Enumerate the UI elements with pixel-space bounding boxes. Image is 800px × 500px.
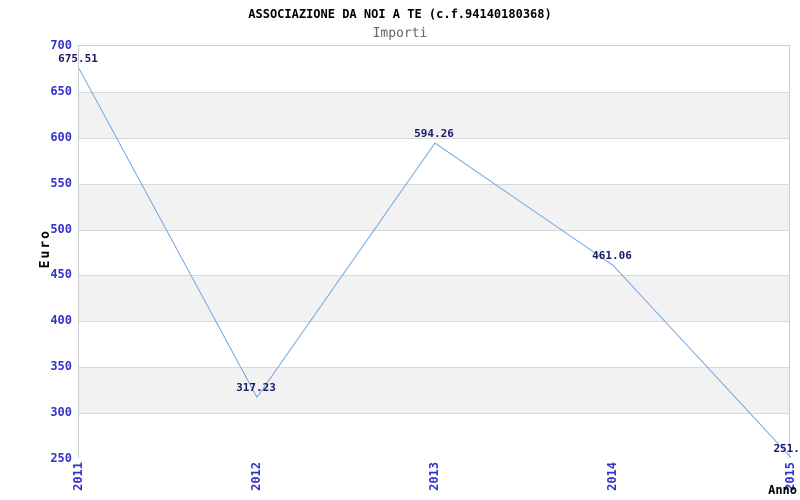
plot-area <box>78 45 792 459</box>
y-tick-label: 500 <box>50 221 72 236</box>
y-tick-label: 450 <box>50 267 72 282</box>
gridline <box>79 413 789 415</box>
band <box>79 413 789 459</box>
x-tick-label: 2013 <box>427 462 441 491</box>
y-tick-label: 650 <box>50 83 72 98</box>
y-tick-label: 250 <box>50 451 72 465</box>
x-tick-label: 2014 <box>605 462 619 491</box>
chart-title: ASSOCIAZIONE DA NOI A TE (c.f.9414018036… <box>248 7 552 21</box>
x-axis-title: Anno <box>768 483 797 497</box>
gridline <box>79 275 789 277</box>
line-series <box>78 68 792 458</box>
y-tick-label: 400 <box>50 313 72 328</box>
point-value-label: 594.26 <box>414 127 454 141</box>
point-value-label: 251.6 <box>773 441 800 455</box>
y-tick-label: 300 <box>50 405 72 420</box>
band <box>79 91 789 138</box>
x-tick-label: 2012 <box>249 462 263 491</box>
y-tick-label: 600 <box>50 129 72 144</box>
point-value-label: 461.06 <box>592 249 632 263</box>
band <box>79 321 789 368</box>
y-tick-label: 550 <box>50 175 72 190</box>
band <box>79 183 789 230</box>
band <box>79 137 789 184</box>
line-series-svg <box>78 68 792 458</box>
gridline <box>79 229 789 231</box>
x-tick-label: 2011 <box>71 462 85 491</box>
y-tick-label: 350 <box>50 359 72 374</box>
y-axis-title: Euro <box>38 229 53 269</box>
point-value-label: 675.51 <box>58 52 98 66</box>
band <box>79 367 789 414</box>
band <box>79 229 789 276</box>
band <box>79 275 789 322</box>
gridline <box>79 321 789 323</box>
band <box>79 46 789 92</box>
gridline <box>79 137 789 139</box>
gridline <box>79 91 789 93</box>
y-tick-label: 700 <box>50 38 72 52</box>
gridline <box>79 367 789 369</box>
gridline <box>79 183 789 185</box>
chart-subtitle: Importi <box>372 26 428 41</box>
point-value-label: 317.23 <box>236 381 276 395</box>
